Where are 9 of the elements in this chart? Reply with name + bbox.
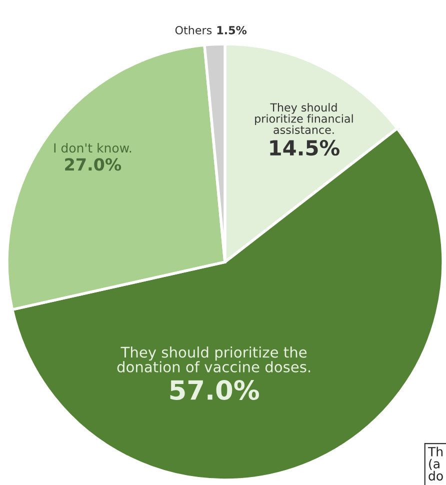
data-label: 27.0% <box>65 158 122 171</box>
data-label: 14.5% <box>270 140 340 156</box>
text: Th (a do <box>428 446 443 481</box>
data-label: 1.5% <box>217 26 247 34</box>
slice-label: I don't know. <box>54 143 132 153</box>
slice-label: Others <box>175 26 212 34</box>
data-label: 57.0% <box>170 380 259 400</box>
slice-label: They should prioritize the donation of vaccine doses. <box>117 346 310 372</box>
slice-label: They should prioritize financial assistance. <box>255 103 353 134</box>
